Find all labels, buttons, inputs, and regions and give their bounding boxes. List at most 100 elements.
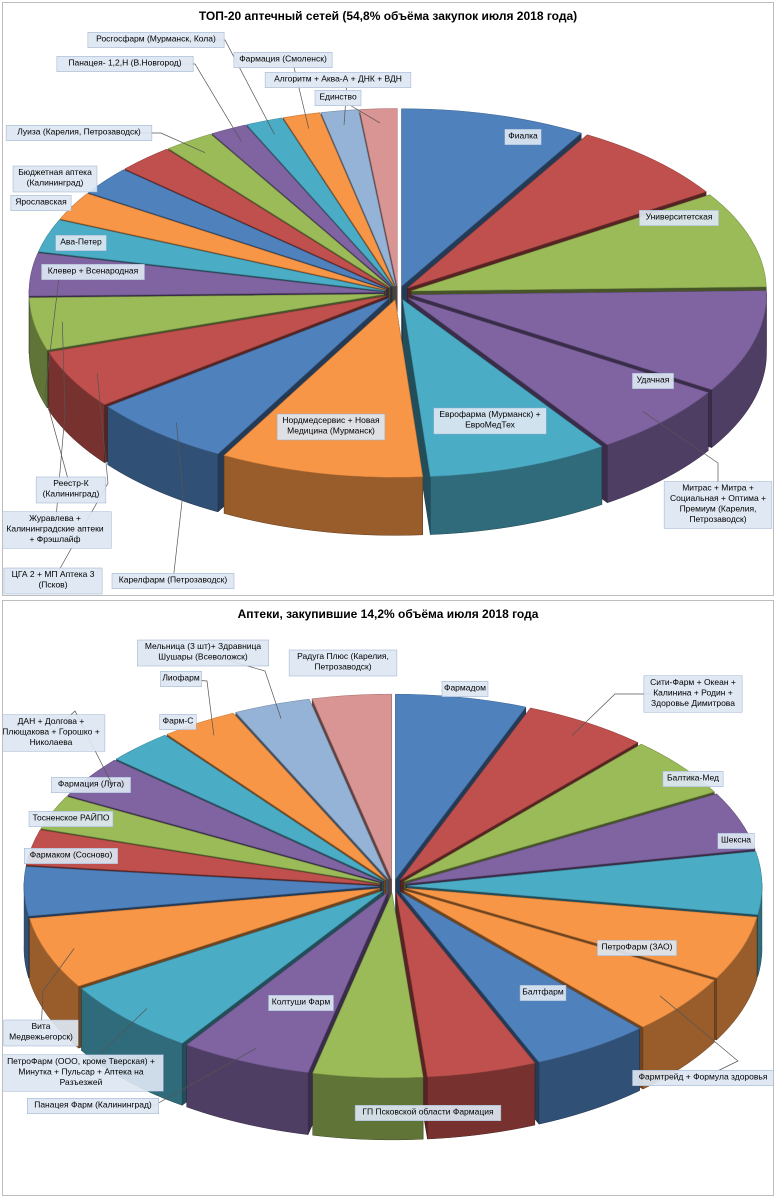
slice-label-text: Тосненское РАЙПО [32, 811, 109, 822]
pie-slice [407, 297, 709, 446]
slice-label-text: Фармация (Смоленск) [239, 53, 327, 63]
slice-label: Фармадом [441, 681, 489, 697]
slice-label-text: Фармадом [444, 682, 486, 692]
pie-slice [246, 117, 394, 287]
pie-slice [406, 851, 763, 915]
slice-label-text: Фармтрейд + Формула здоровья [639, 1071, 768, 1081]
slice-label: Росгосфарм (Мурманск, Кола) [87, 32, 275, 135]
slice-label: Карелфарм (Петрозаводск) [111, 422, 235, 589]
slice-label: Журавлева + Калининградские аптеки + Фрэшл… [3, 321, 112, 549]
slice-label: Фиалка [504, 129, 542, 145]
pie-chart-top: Фиалка Университетская Удачная Митрас + Мит… [3, 32, 773, 595]
slice-label: Вита Медвежьегорск) [3, 948, 79, 1047]
pie-slice [211, 124, 392, 288]
slice-label-text: Вита Медвежьегорск) [9, 1021, 73, 1042]
slice-label: ПетроФарм (ЗАО) [597, 940, 677, 956]
pie-slice [186, 891, 389, 1073]
pie-slice [29, 888, 380, 987]
slice-label-text: Балтика-Мед [667, 772, 719, 782]
pie-slice [282, 112, 395, 287]
slice-label-text: ЦГА 2 + МП Аптека 3 (Псков) [12, 569, 95, 590]
slice-label-text: Лиофарм [162, 672, 200, 682]
slice-label: Фармтрейд + Формула здоровья [632, 995, 773, 1086]
pie-slice [395, 891, 536, 1078]
chart-panel-bottom: Аптеки, закупившие 14,2% объёма июля 201… [2, 600, 774, 1196]
slice-label-text: Фиалка [508, 130, 538, 140]
slice-label-text: Шексна [721, 834, 751, 844]
slice-label-text: Карелфарм (Петрозаводск) [119, 574, 228, 584]
slice-label-text: Ава-Петер [60, 236, 102, 246]
pie-slice [411, 290, 767, 390]
slice-label: Единство [314, 90, 381, 124]
pie-slice [38, 219, 385, 292]
slice-label: Тосненское РАЙПО [28, 811, 114, 827]
slice-label-text: Клевер + Всенародная [48, 265, 139, 275]
slice-label-text: Колтуши Фарм [272, 996, 331, 1006]
pie-slice [400, 891, 641, 1063]
pie-slice [87, 169, 388, 290]
slice-label: Бюджетная аптека (Калининград) [12, 165, 98, 193]
slice-label-text: Удачная [637, 374, 670, 384]
slice-label: Шексна [717, 833, 755, 849]
slice-label: ПетроФарм (ООО, кроме Тверская) + Минутка… [3, 1008, 164, 1092]
slice-label-text: Фарм-С [163, 715, 194, 725]
slice-label: Нордмедсервис + Новая Медицина (Мурманск) [276, 413, 386, 441]
slice-label-text: Росгосфарм (Мурманск, Кола) [96, 33, 216, 43]
pie-slice [407, 134, 707, 289]
chart-title: Аптеки, закупившие 14,2% объёма июля 201… [237, 607, 539, 621]
pie-slice [115, 734, 384, 881]
slice-label: Университетская [639, 210, 719, 226]
slice-label-text: Фармаком (Сосново) [30, 849, 113, 859]
slice-label-text: Журавлева + Калининградские аптеки + Фрэшл… [6, 513, 103, 544]
pie-slice [406, 793, 756, 884]
slice-label-text: Бюджетная аптека (Калининград) [18, 167, 92, 188]
slice-label: Колтуши Фарм [268, 995, 334, 1011]
slice-label: Фармация (Смоленск) [233, 52, 333, 129]
slice-label: Сити-Фарм + Океан + Калинина + Родин + Здо… [571, 675, 743, 736]
slice-label-text: Фармация (Луга) [58, 778, 124, 788]
slice-label: Радуга Плюс (Карелия, Петрозаводск) [288, 649, 398, 677]
pie-slice [28, 252, 385, 297]
pie-slice [320, 109, 397, 287]
slice-label-text: ПетроФарм (ЗАО) [602, 941, 673, 951]
slice-label: ДАН + Долгова + Плющакова + Горошко + Нико… [3, 710, 113, 786]
pie-slice [403, 890, 715, 1028]
slice-label: ГП Псковской области Фармация [354, 1105, 502, 1121]
slice-label-text: Алгоритм + Аква-А + ДНК + ВДН [274, 73, 402, 83]
pie-slice [25, 829, 380, 885]
slice-label: Еврофарма (Мурманск) + ЕвроМедТех [433, 407, 547, 435]
slice-label-text: ПетроФарм (ООО, кроме Тверская) + Минутка… [7, 1056, 155, 1087]
slice-label: Ава-Петер [55, 235, 107, 251]
slice-label: Клевер + Всенародная [41, 264, 145, 280]
slice-label: Фарм-С [159, 714, 197, 730]
pie-slice [167, 133, 391, 288]
pie-slice [23, 866, 380, 917]
slice-label-text: Мельница (3 шт)+ Здравница Шушары (Всевол… [145, 641, 262, 662]
pie-slice [359, 108, 398, 287]
slice-label-text: ГП Псковской области Фармация [362, 1106, 494, 1116]
slice-label-text: Еврофарма (Мурманск) + ЕвроМедТех [439, 409, 540, 430]
pie-slice [312, 892, 424, 1079]
pie-slice [311, 693, 392, 879]
pie-slice [395, 693, 527, 880]
slice-label: Удачная [632, 373, 674, 389]
pie-slice [107, 298, 390, 455]
slice-label: Реестр-К (Калининград) [35, 275, 107, 504]
slice-label: Балтфарм [519, 985, 567, 1001]
slice-label: Панацея- 1,2,Н (В.Новгород) [56, 56, 242, 142]
slice-label: Балтика-Мед [662, 771, 724, 787]
slice-label-text: Университетская [646, 211, 713, 221]
slice-label: ЦГА 2 + МП Аптека 3 (Псков) [3, 372, 109, 595]
pie-slice [401, 108, 582, 287]
pie-slice [400, 707, 639, 881]
slice-label-text: Балтфарм [522, 986, 564, 996]
pie-slice [124, 148, 389, 289]
pie-slice [28, 293, 385, 351]
slice-label-text: Реестр-К (Калининград) [43, 478, 100, 499]
pie-slice [166, 712, 386, 881]
slice-label: Мельница (3 шт)+ Здравница Шушары (Всевол… [137, 639, 282, 719]
slice-label-text: Луиза (Карелия, Петрозаводск) [17, 126, 141, 136]
chart-panel-top: ТОП-20 аптечный сетей (54,8% объёма заку… [2, 2, 774, 596]
slice-label: Лиофарм [160, 671, 215, 736]
pie-slice [48, 295, 386, 405]
